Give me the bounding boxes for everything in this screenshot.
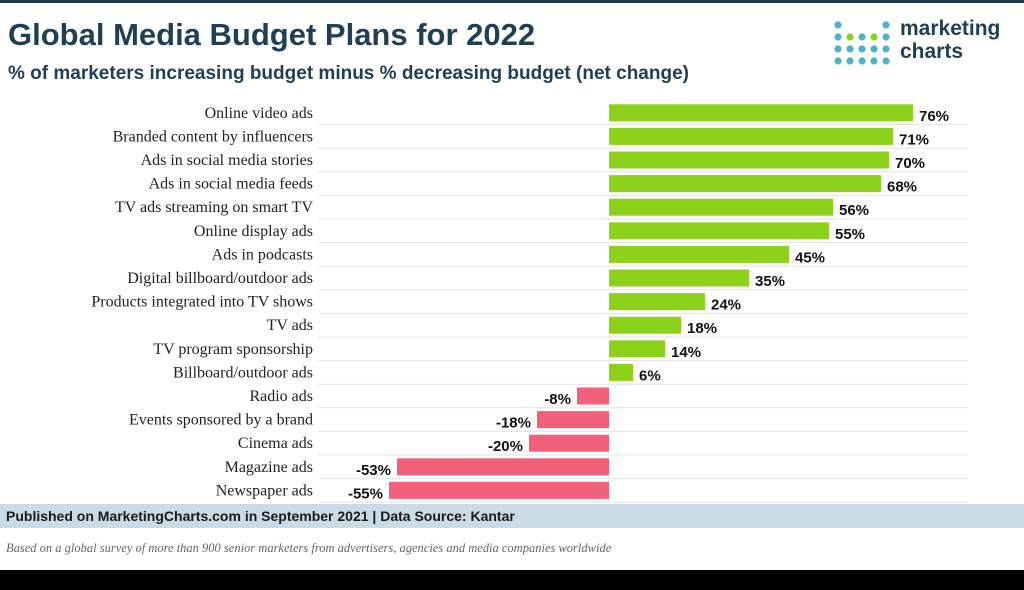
marketingcharts-logo: marketing charts: [832, 17, 1022, 71]
category-label: Branded content by influencers: [113, 128, 313, 145]
category-label: TV ads: [267, 317, 313, 334]
category-label: Magazine ads: [225, 459, 313, 476]
survey-note: Based on a global survey of more than 90…: [6, 541, 612, 555]
bar: [609, 316, 681, 334]
category-label: Radio ads: [249, 388, 313, 405]
category-label: Cinema ads: [238, 435, 313, 452]
value-label: 45%: [795, 249, 825, 266]
logo-dots-icon: [834, 21, 890, 65]
category-label: TV program sponsorship: [153, 341, 313, 358]
bar: [577, 387, 609, 405]
category-label: Newspaper ads: [216, 482, 313, 499]
value-label: -53%: [356, 462, 391, 479]
bar: [609, 245, 789, 263]
category-label: Ads in social media stories: [141, 152, 313, 169]
value-label: 71%: [899, 131, 929, 148]
chart-title: Global Media Budget Plans for 2022: [8, 17, 536, 52]
value-label: -55%: [348, 485, 383, 502]
bar: [609, 127, 893, 145]
value-label: 76%: [919, 108, 949, 125]
category-label: Ads in social media feeds: [149, 176, 313, 193]
value-label: -20%: [488, 438, 523, 455]
bar: [609, 222, 829, 240]
footer-bar: Published on MarketingCharts.com in Sept…: [0, 504, 1024, 528]
bar: [609, 198, 833, 216]
value-label: 56%: [839, 202, 869, 219]
bar: [609, 293, 705, 311]
chart-subtitle: % of marketers increasing budget minus %…: [8, 63, 689, 84]
value-label: 35%: [755, 273, 785, 290]
bar: [389, 481, 609, 499]
bar: [537, 411, 609, 429]
bar: [609, 104, 913, 122]
bar: [609, 363, 633, 381]
bar: [609, 269, 749, 287]
bar-chart: Online video ads 76% Branded content by in…: [91, 104, 968, 503]
value-label: 18%: [687, 320, 717, 337]
category-label: Ads in podcasts: [212, 246, 313, 263]
category-label: Products integrated into TV shows: [91, 294, 313, 311]
value-label: 6%: [639, 367, 661, 384]
category-label: Online display ads: [194, 223, 313, 240]
value-label: 14%: [671, 344, 701, 361]
source-line: Published on MarketingCharts.com in Sept…: [6, 508, 515, 524]
bar: [397, 458, 609, 476]
bar: [609, 175, 881, 193]
bar: [609, 340, 665, 358]
value-label: 55%: [835, 226, 865, 243]
chart-frame: Global Media Budget Plans for 2022 % of …: [0, 0, 1024, 570]
category-label: Billboard/outdoor ads: [173, 364, 313, 381]
logo-line2: charts: [900, 40, 964, 63]
category-label: Online video ads: [205, 105, 313, 122]
bar: [609, 151, 889, 169]
category-label: TV ads streaming on smart TV: [115, 199, 313, 216]
value-label: 68%: [887, 179, 917, 196]
value-label: -8%: [544, 391, 571, 408]
value-label: -18%: [496, 415, 531, 432]
category-label: Events sponsored by a brand: [129, 412, 313, 429]
value-label: 24%: [711, 297, 741, 314]
bar: [529, 434, 609, 452]
category-label: Digital billboard/outdoor ads: [127, 270, 313, 287]
logo-line1: marketing: [900, 17, 1001, 40]
logo-wordmark: marketing charts: [900, 17, 1000, 63]
value-label: 70%: [895, 155, 925, 172]
